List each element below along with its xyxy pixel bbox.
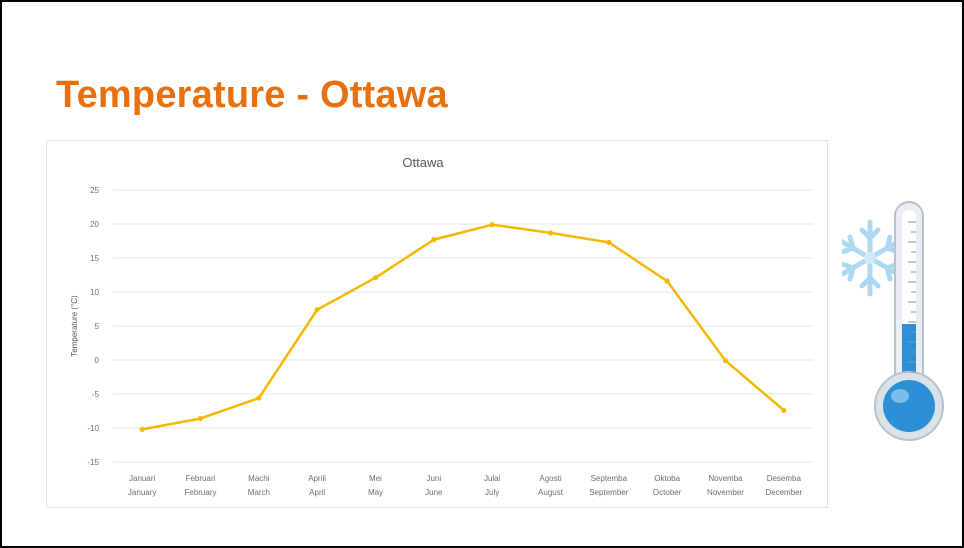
x-tick-label: April <box>309 488 325 497</box>
x-tick-label: Mei <box>369 474 382 483</box>
chart-title: Ottawa <box>402 155 444 170</box>
x-tick-label: Oktoba <box>654 474 680 483</box>
snowflake-icon <box>842 219 904 297</box>
data-point <box>606 239 612 245</box>
data-point <box>489 222 495 228</box>
x-tick-label: July <box>485 488 499 497</box>
x-tick-label: August <box>538 488 564 497</box>
data-point <box>431 237 437 243</box>
x-tick-label: March <box>248 488 270 497</box>
x-tick-label: Novemba <box>708 474 743 483</box>
x-tick-label: Januari <box>129 474 155 483</box>
slide-title: Temperature - Ottawa <box>56 74 448 116</box>
data-point <box>314 307 320 313</box>
y-tick-label: 10 <box>90 288 99 297</box>
y-tick-label: -10 <box>87 424 99 433</box>
y-tick-label: 25 <box>90 186 99 195</box>
x-tick-label: Septemba <box>591 474 628 483</box>
x-tick-label: June <box>425 488 443 497</box>
x-tick-label: Februari <box>186 474 216 483</box>
data-point <box>547 230 554 236</box>
y-tick-label: 5 <box>95 322 100 331</box>
data-point <box>139 426 145 432</box>
y-axis-title: Temperature (°C) <box>70 295 79 357</box>
y-tick-label: -5 <box>92 390 100 399</box>
y-tick-label: -15 <box>87 458 99 467</box>
data-point <box>372 275 379 281</box>
x-tick-label: September <box>589 488 628 497</box>
series <box>139 222 787 432</box>
x-tick-label: Agosti <box>539 474 561 483</box>
x-tick-label: May <box>368 488 383 497</box>
x-tick-label: October <box>653 488 682 497</box>
x-tick-label: Julai <box>484 474 501 483</box>
x-tick-label: January <box>128 488 156 497</box>
y-tick-labels: 25 20 15 10 5 0 -5 -10 -15 <box>87 186 99 467</box>
x-tick-label: Machi <box>248 474 270 483</box>
data-point <box>256 395 262 401</box>
x-tick-label: Desemba <box>767 474 802 483</box>
y-tick-label: 15 <box>90 254 99 263</box>
thermometer-icon <box>874 201 944 441</box>
data-point <box>781 407 787 413</box>
y-tick-label: 20 <box>90 220 99 229</box>
x-tick-label: February <box>184 488 216 497</box>
x-tick-label: November <box>707 488 744 497</box>
temperature-line-chart: Ottawa Temperature (°C) 25 20 15 10 5 0 -5 -10 -… <box>70 155 813 497</box>
series-line <box>141 223 785 431</box>
x-tick-label: Aprili <box>308 474 326 483</box>
data-point <box>197 415 204 422</box>
x-tick-labels: Januari January Februari February Machi March… <box>128 474 803 497</box>
y-tick-label: 0 <box>95 356 100 365</box>
data-point <box>722 358 729 364</box>
thermometer-illustration <box>842 201 944 441</box>
data-point <box>664 278 670 284</box>
x-tick-label: Juni <box>426 474 441 483</box>
x-tick-label: December <box>765 488 802 497</box>
chart-area: Ottawa Temperature (°C) 25 20 15 10 5 0 -5 -10 -… <box>46 140 828 508</box>
gridlines <box>113 189 813 463</box>
